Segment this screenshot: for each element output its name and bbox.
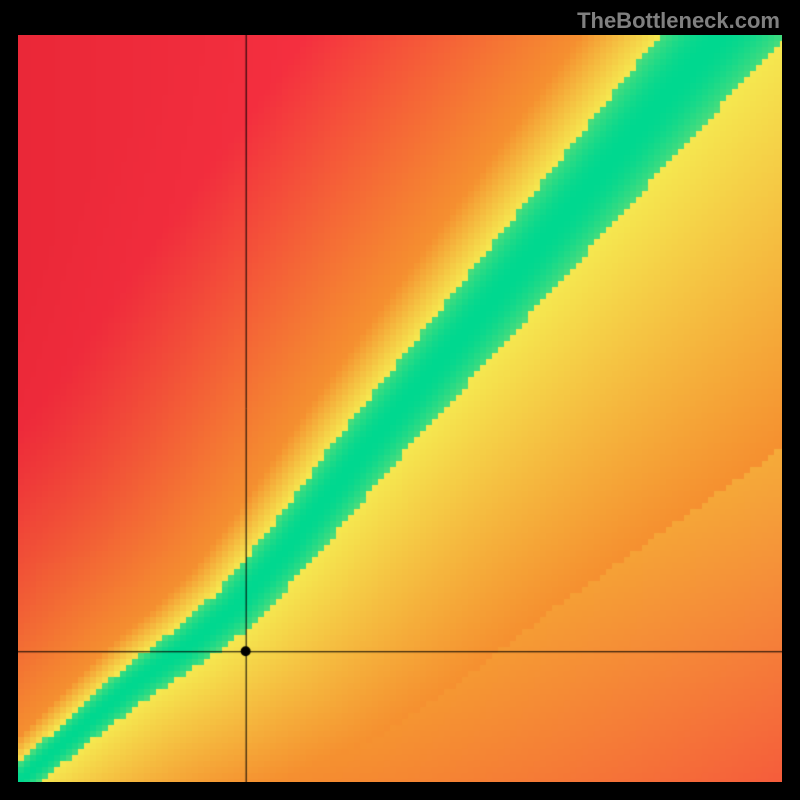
heatmap-canvas [18,35,782,782]
watermark-text: TheBottleneck.com [577,8,780,34]
heatmap-plot [18,35,782,782]
